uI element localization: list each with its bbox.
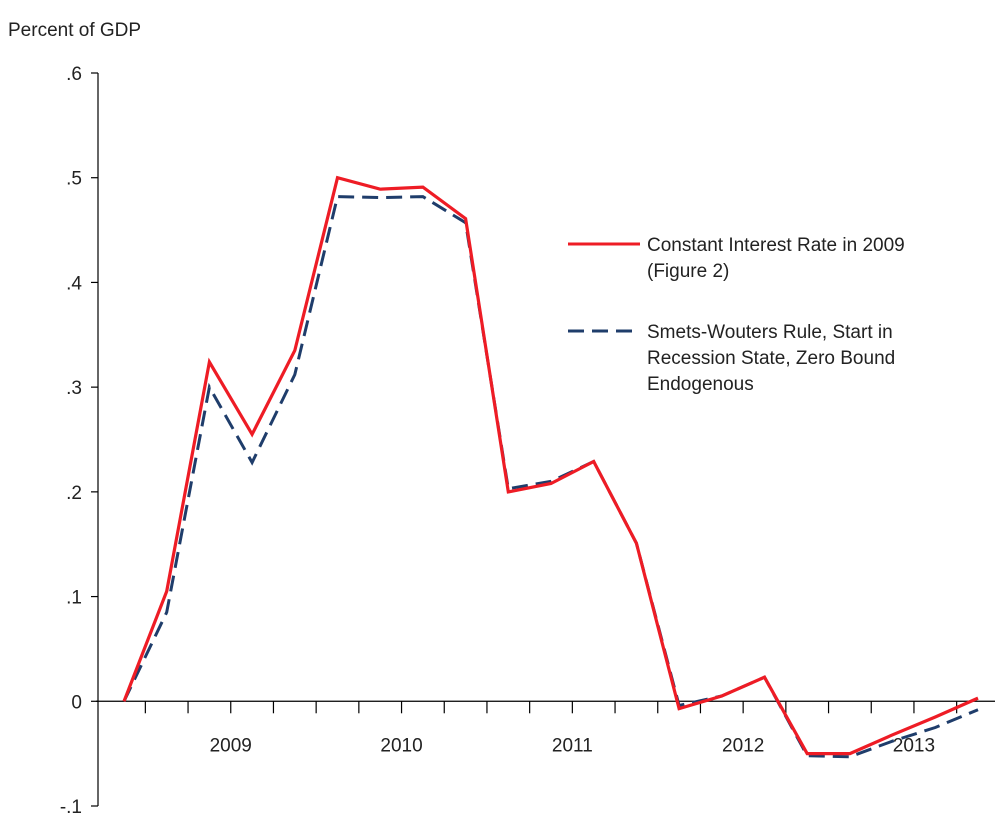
x-tick-label: 2009 [210,735,252,756]
legend-label: Constant Interest Rate in 2009 [647,235,905,256]
y-tick-label: .3 [66,378,82,399]
series-layer [122,175,979,759]
y-tick-label: .5 [66,169,82,190]
x-tick-label: 2012 [722,735,764,756]
x-tick-label: 2013 [893,735,935,756]
y-tick-label: .1 [66,588,82,609]
y-tick-label: 0 [71,692,82,713]
y-tick-label: .2 [66,483,82,504]
x-tick-label: 2010 [380,735,422,756]
legend-label: (Figure 2) [647,261,729,282]
legend-label: Smets-Wouters Rule, Start in [647,322,893,343]
y-tick-label: .4 [66,273,82,294]
legend-label: Endogenous [647,374,754,395]
x-tick-label: 2011 [552,735,593,756]
legend: Constant Interest Rate in 2009 (Figure 2)… [568,235,905,395]
series-line-constant-rate [122,175,979,756]
axes: .6 .5 .4 .3 .2 .1 0 -.1 2009 2010 2011 2012 2013 [60,64,995,818]
y-tick-label: -.1 [60,797,82,818]
series-line-smets-wouters [122,195,979,759]
legend-label: Recession State, Zero Bound [647,348,895,369]
y-axis-label: Percent of GDP [8,20,141,41]
y-tick-label: .6 [66,64,82,85]
